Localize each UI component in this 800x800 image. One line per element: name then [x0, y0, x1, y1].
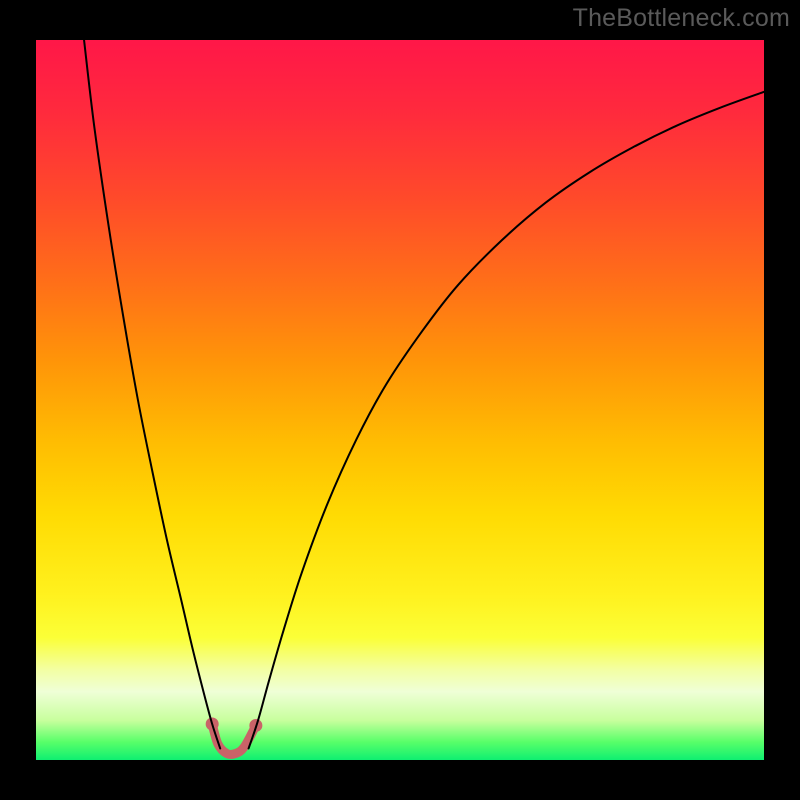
- chart-root: TheBottleneck.com: [0, 0, 800, 800]
- bottleneck-chart: [0, 0, 800, 800]
- plot-background: [36, 40, 764, 760]
- watermark-label: TheBottleneck.com: [573, 4, 790, 33]
